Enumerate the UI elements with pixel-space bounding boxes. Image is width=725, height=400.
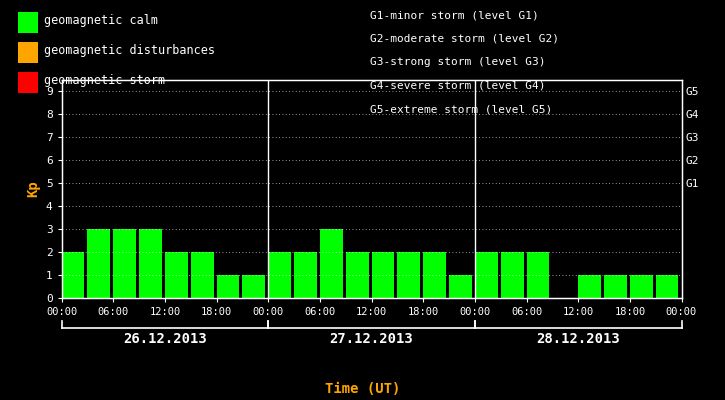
Bar: [449, 275, 472, 298]
Y-axis label: Kp: Kp: [26, 181, 41, 197]
Bar: [113, 229, 136, 298]
Bar: [320, 229, 343, 298]
Bar: [655, 275, 679, 298]
Text: G4-severe storm (level G4): G4-severe storm (level G4): [370, 81, 545, 91]
Text: geomagnetic storm: geomagnetic storm: [44, 74, 165, 87]
Bar: [62, 252, 84, 298]
Bar: [579, 275, 601, 298]
Bar: [630, 275, 652, 298]
Bar: [397, 252, 420, 298]
Bar: [139, 229, 162, 298]
Bar: [682, 252, 704, 298]
Text: Time (UT): Time (UT): [325, 382, 400, 396]
Bar: [217, 275, 239, 298]
Bar: [268, 252, 291, 298]
Bar: [165, 252, 188, 298]
Text: G1-minor storm (level G1): G1-minor storm (level G1): [370, 10, 539, 20]
Text: 28.12.2013: 28.12.2013: [536, 332, 620, 346]
Bar: [526, 252, 550, 298]
Bar: [501, 252, 523, 298]
Bar: [475, 252, 497, 298]
Bar: [604, 275, 627, 298]
Text: 27.12.2013: 27.12.2013: [330, 332, 413, 346]
Bar: [294, 252, 317, 298]
Text: G2-moderate storm (level G2): G2-moderate storm (level G2): [370, 34, 559, 44]
Bar: [191, 252, 214, 298]
Text: geomagnetic disturbances: geomagnetic disturbances: [44, 44, 215, 57]
Text: G5-extreme storm (level G5): G5-extreme storm (level G5): [370, 104, 552, 114]
Text: G3-strong storm (level G3): G3-strong storm (level G3): [370, 57, 545, 67]
Bar: [423, 252, 446, 298]
Bar: [371, 252, 394, 298]
Text: geomagnetic calm: geomagnetic calm: [44, 14, 158, 27]
Bar: [346, 252, 368, 298]
Bar: [88, 229, 110, 298]
Bar: [242, 275, 265, 298]
Text: 26.12.2013: 26.12.2013: [123, 332, 207, 346]
